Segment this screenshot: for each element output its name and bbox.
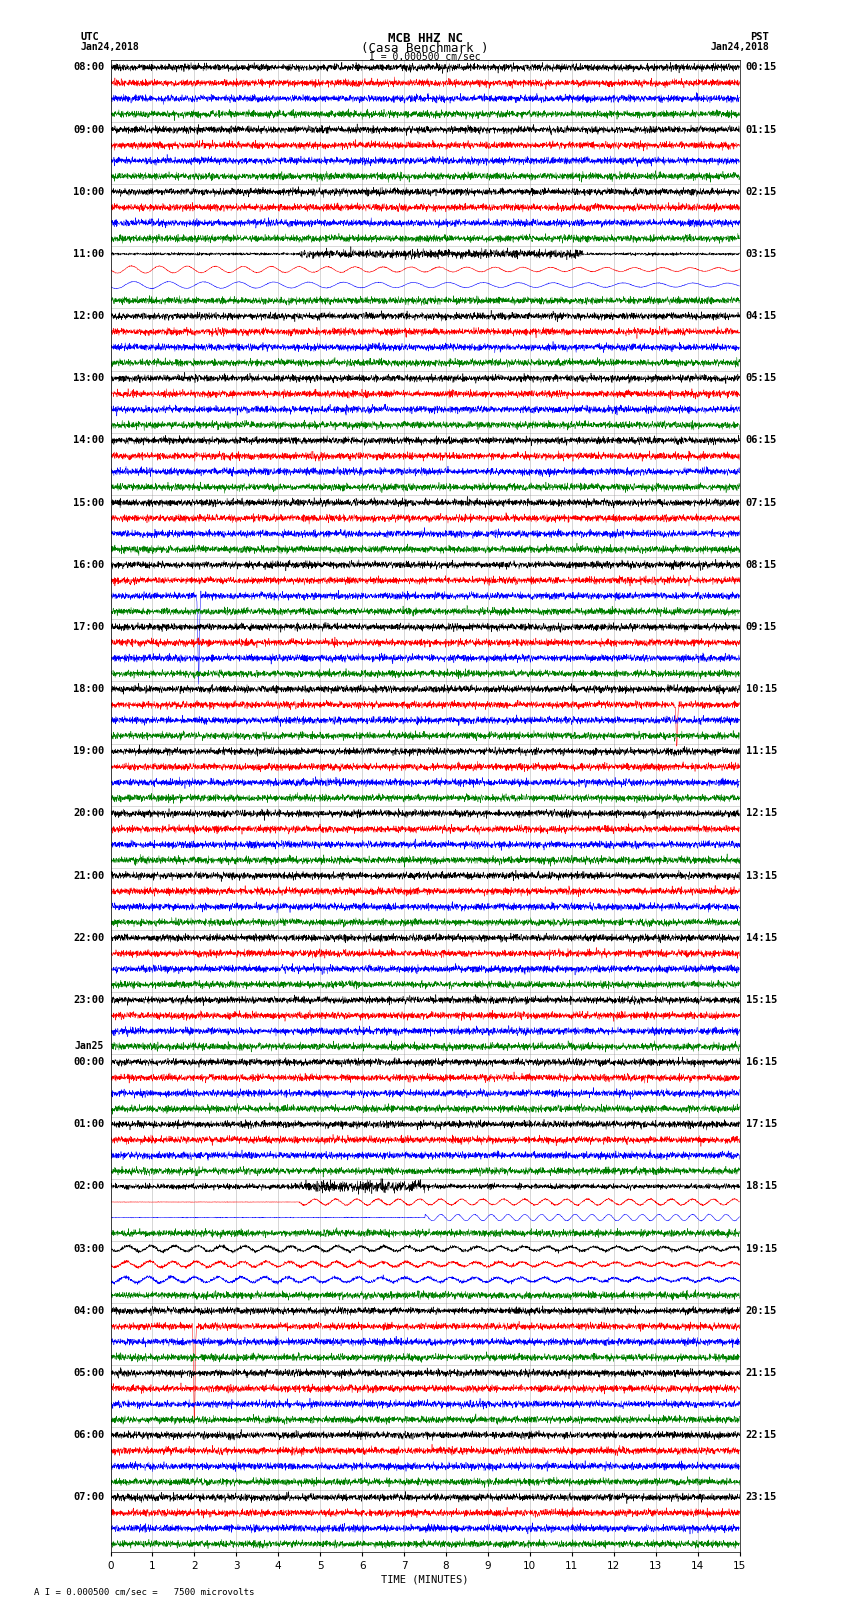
X-axis label: TIME (MINUTES): TIME (MINUTES) [382, 1574, 468, 1586]
Text: 09:15: 09:15 [745, 623, 777, 632]
Text: 10:15: 10:15 [745, 684, 777, 694]
Text: 16:00: 16:00 [73, 560, 105, 569]
Text: 22:15: 22:15 [745, 1431, 777, 1440]
Text: 15:00: 15:00 [73, 498, 105, 508]
Text: 12:15: 12:15 [745, 808, 777, 818]
Text: 04:15: 04:15 [745, 311, 777, 321]
Text: 21:00: 21:00 [73, 871, 105, 881]
Text: UTC: UTC [81, 32, 99, 42]
Text: 16:15: 16:15 [745, 1057, 777, 1068]
Text: 14:15: 14:15 [745, 932, 777, 944]
Text: 05:00: 05:00 [73, 1368, 105, 1378]
Text: 14:00: 14:00 [73, 436, 105, 445]
Text: 03:00: 03:00 [73, 1244, 105, 1253]
Text: 05:15: 05:15 [745, 373, 777, 384]
Text: 18:15: 18:15 [745, 1181, 777, 1192]
Text: 00:00: 00:00 [73, 1057, 105, 1068]
Text: 22:00: 22:00 [73, 932, 105, 944]
Text: 03:15: 03:15 [745, 248, 777, 260]
Text: 21:15: 21:15 [745, 1368, 777, 1378]
Text: 23:00: 23:00 [73, 995, 105, 1005]
Text: 01:15: 01:15 [745, 124, 777, 134]
Text: 07:00: 07:00 [73, 1492, 105, 1502]
Text: 13:15: 13:15 [745, 871, 777, 881]
Text: 02:00: 02:00 [73, 1181, 105, 1192]
Text: Jan24,2018: Jan24,2018 [711, 42, 769, 52]
Text: Jan24,2018: Jan24,2018 [81, 42, 139, 52]
Text: 23:15: 23:15 [745, 1492, 777, 1502]
Text: 09:00: 09:00 [73, 124, 105, 134]
Text: 02:15: 02:15 [745, 187, 777, 197]
Text: 10:00: 10:00 [73, 187, 105, 197]
Text: (Casa Benchmark ): (Casa Benchmark ) [361, 42, 489, 55]
Text: 00:15: 00:15 [745, 63, 777, 73]
Text: 11:00: 11:00 [73, 248, 105, 260]
Text: 11:15: 11:15 [745, 747, 777, 756]
Text: 19:00: 19:00 [73, 747, 105, 756]
Text: I = 0.000500 cm/sec: I = 0.000500 cm/sec [369, 52, 481, 61]
Text: 19:15: 19:15 [745, 1244, 777, 1253]
Text: 12:00: 12:00 [73, 311, 105, 321]
Text: 07:15: 07:15 [745, 498, 777, 508]
Text: 17:15: 17:15 [745, 1119, 777, 1129]
Text: 20:15: 20:15 [745, 1307, 777, 1316]
Text: 01:00: 01:00 [73, 1119, 105, 1129]
Text: Jan25: Jan25 [75, 1042, 105, 1052]
Text: MCB HHZ NC: MCB HHZ NC [388, 32, 462, 45]
Text: 08:15: 08:15 [745, 560, 777, 569]
Text: 20:00: 20:00 [73, 808, 105, 818]
Text: 17:00: 17:00 [73, 623, 105, 632]
Text: 18:00: 18:00 [73, 684, 105, 694]
Text: 13:00: 13:00 [73, 373, 105, 384]
Text: 04:00: 04:00 [73, 1307, 105, 1316]
Text: 15:15: 15:15 [745, 995, 777, 1005]
Text: PST: PST [751, 32, 769, 42]
Text: 08:00: 08:00 [73, 63, 105, 73]
Text: A I = 0.000500 cm/sec =   7500 microvolts: A I = 0.000500 cm/sec = 7500 microvolts [34, 1587, 254, 1597]
Text: 06:15: 06:15 [745, 436, 777, 445]
Text: 06:00: 06:00 [73, 1431, 105, 1440]
